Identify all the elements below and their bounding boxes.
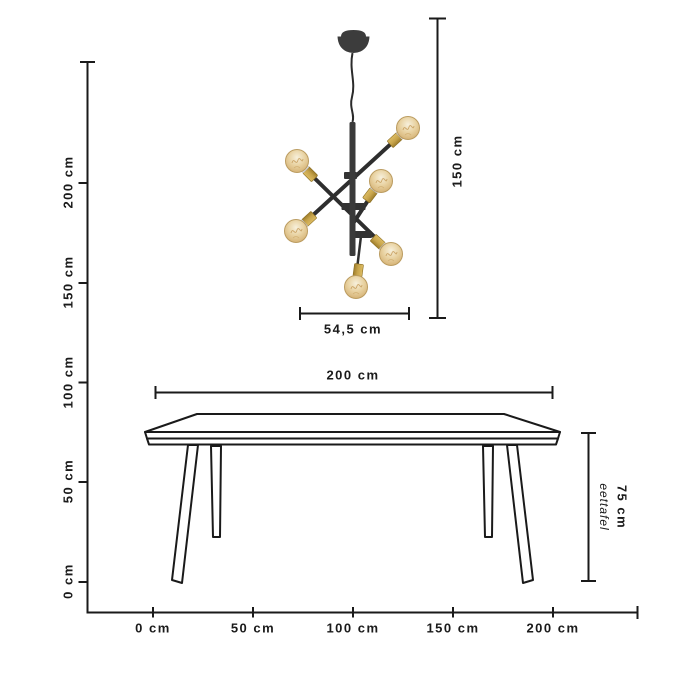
lamp-width-dimension-line (299, 307, 410, 320)
vertical-ruler-label-100: 100 cm (60, 355, 76, 409)
lamp-clamp (351, 231, 372, 238)
lamp-bulb (369, 169, 393, 193)
pendant-lamp-drawing (284, 30, 420, 299)
table-leg-back-right (482, 445, 494, 538)
lamp-cord (350, 52, 355, 123)
horizontal-ruler-label-50: 50 cm (230, 620, 276, 636)
horizontal-ruler-label-100: 100 cm (326, 620, 380, 636)
table-width-dimension-line (154, 386, 554, 399)
vertical-ruler-label-50: 50 cm (60, 458, 76, 504)
vertical-ruler-label-200: 200 cm (60, 155, 76, 209)
lamp-bulb (285, 149, 309, 173)
table-height-dimension-line (581, 432, 596, 582)
horizontal-ruler-label-200: 200 cm (526, 620, 580, 636)
vertical-ruler (78, 61, 95, 613)
lamp-bulb (344, 275, 368, 299)
table-width-label: 200 cm (326, 367, 380, 383)
table-top-surface (144, 413, 561, 433)
table-leg-back-left (210, 445, 222, 538)
lamp-height-dimension-line (429, 17, 446, 319)
lamp-bulb (284, 219, 308, 243)
lamp-rod (349, 122, 356, 256)
lamp-bulb (379, 242, 403, 266)
lamp-bulb (396, 116, 420, 140)
table-leg-front-right (506, 444, 534, 584)
lamp-width-label: 54,5 cm (323, 321, 383, 337)
vertical-ruler-label-150: 150 cm (60, 255, 76, 309)
horizontal-ruler-label-0: 0 cm (135, 620, 171, 636)
table-leg-front-left (171, 444, 199, 584)
vertical-ruler-label-0: 0 cm (60, 563, 76, 599)
table-height-label: 75 cm (614, 484, 630, 530)
horizontal-ruler-label-150: 150 cm (426, 620, 480, 636)
table-drawing (144, 413, 561, 584)
lamp-canopy (337, 30, 370, 53)
lamp-height-label: 150 cm (449, 134, 465, 188)
horizontal-ruler (86, 606, 639, 619)
table-product-type-label: eettafel (597, 483, 611, 531)
lamp-stem (355, 234, 363, 271)
